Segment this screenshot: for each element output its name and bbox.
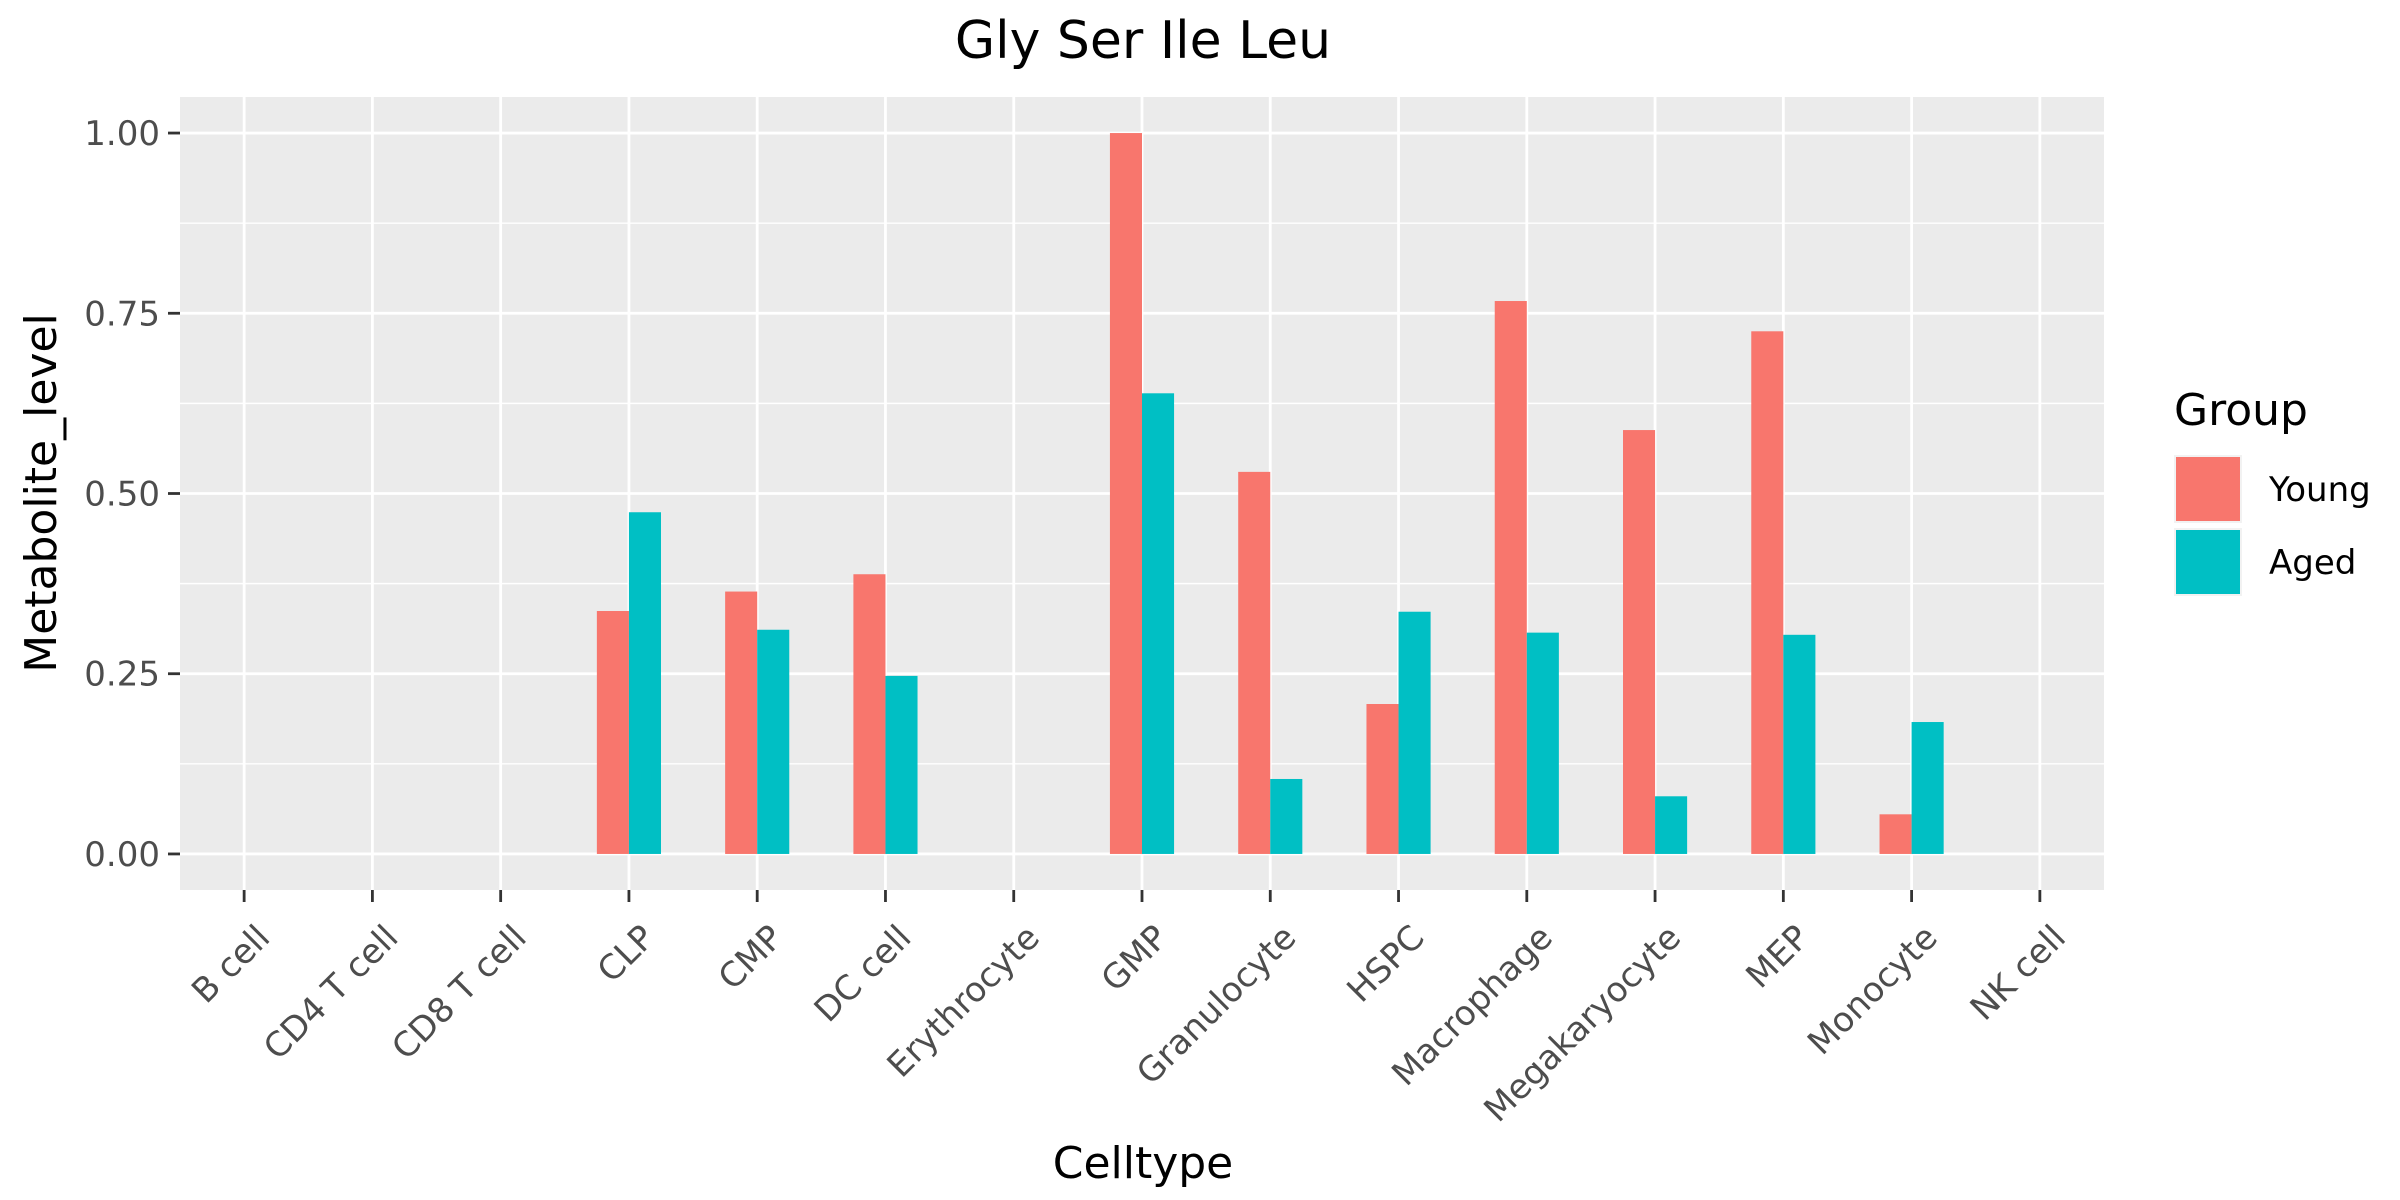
legend-label-aged: Aged [2269,543,2356,583]
x-tick-label: CD8 T cell [384,918,534,1068]
y-tick-label: 0.25 [84,655,160,695]
x-tick-label: Monocyte [1800,918,1945,1063]
bar-aged [1655,796,1688,854]
legend-swatch-aged [2176,530,2240,594]
x-tick-label: B cell [184,918,278,1012]
bar-young [1366,704,1399,854]
chart-title: Gly Ser Ile Leu [955,11,1331,71]
bar-young [1879,814,1912,854]
bar-aged [757,629,790,854]
y-tick-label: 0.75 [84,294,160,334]
bar-aged [885,675,918,854]
legend-label-young: Young [2268,470,2371,510]
x-tick-label: MEP [1739,918,1818,997]
bar-young [1238,471,1271,854]
y-axis-title: Metabolite_level [16,313,67,673]
x-tick-label: GMP [1094,918,1176,1000]
bar-aged [1142,393,1175,854]
bar-young [1494,301,1527,854]
bar-aged [1911,722,1944,854]
bar-young [1623,430,1656,854]
x-tick-label: CMP [711,918,791,998]
bar-young [596,611,629,854]
y-tick-label: 0.50 [84,475,160,515]
x-tick-label: HSPC [1340,918,1433,1011]
y-tick-label: 0.00 [84,835,160,875]
bar-young [725,591,758,854]
x-tick-label: CD4 T cell [256,918,406,1068]
bars-layer [596,133,1944,854]
bar-aged [1526,632,1559,854]
y-tick-label: 1.00 [84,114,160,154]
legend: Group Young Aged [2174,385,2371,596]
bar-young [853,574,886,854]
bar-aged [628,512,661,854]
x-tick-label: DC cell [807,918,920,1031]
bar-aged [1783,634,1816,854]
x-tick-label: CLP [590,918,663,991]
bar-young [1109,133,1142,854]
legend-title: Group [2174,385,2308,436]
bar-young [1751,331,1784,854]
y-axis: 0.00 0.25 0.50 0.75 1.00 [84,114,180,875]
bar-aged [1270,778,1303,854]
legend-swatch-young [2176,457,2240,521]
x-tick-label: NK cell [1963,918,2074,1029]
x-axis-title: Celltype [1053,1138,1234,1189]
bar-aged [1398,611,1431,854]
